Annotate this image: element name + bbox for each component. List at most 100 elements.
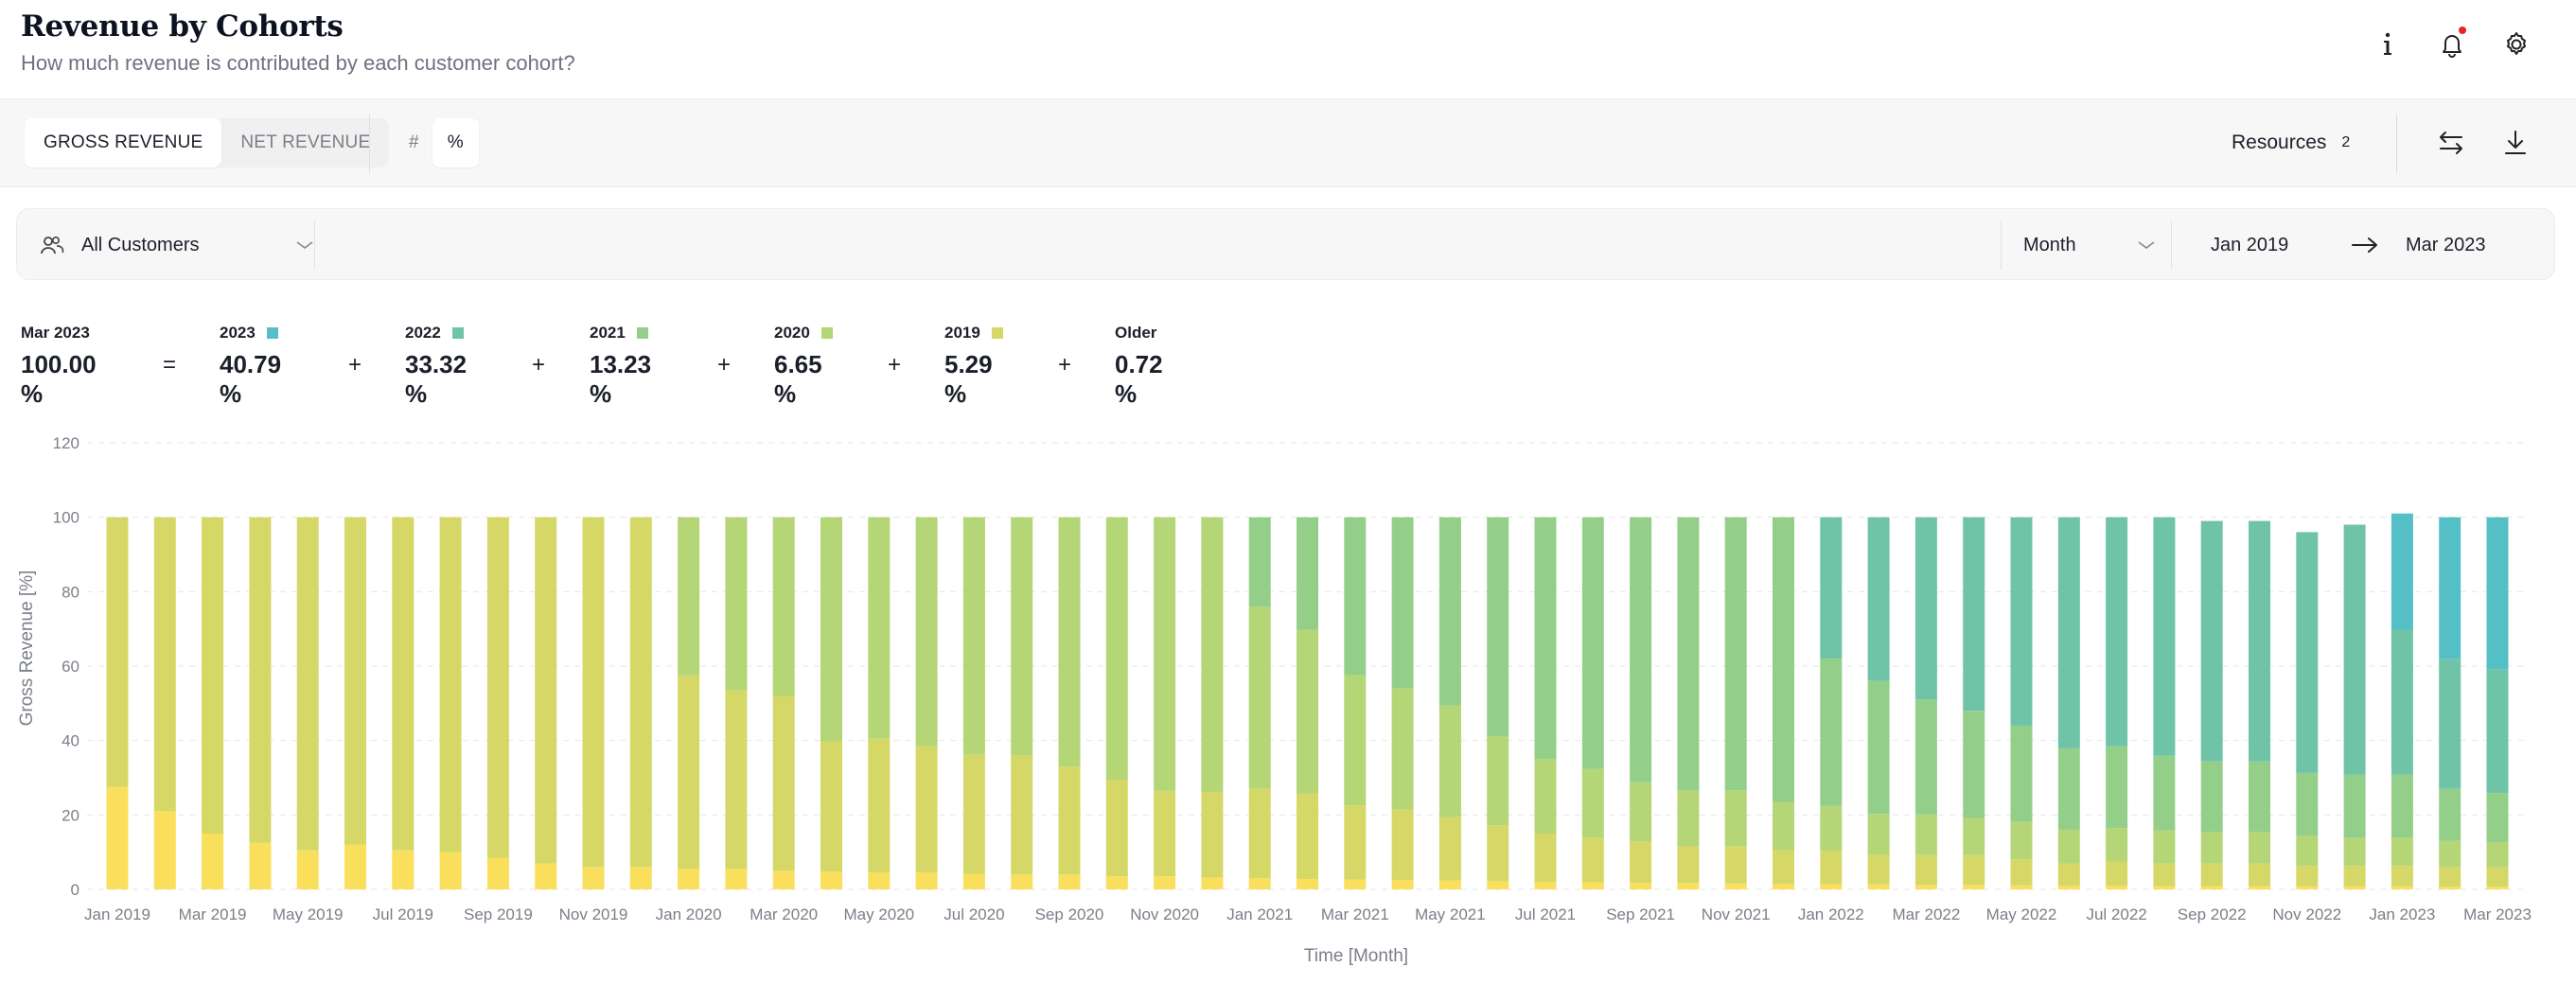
bar-segment[interactable] (2486, 793, 2509, 843)
bar-segment[interactable] (1724, 846, 1747, 884)
bar-segment[interactable] (1724, 517, 1747, 791)
bar-segment[interactable] (772, 695, 795, 871)
bar-segment[interactable] (1438, 817, 1461, 881)
bar-segment[interactable] (1391, 517, 1414, 689)
bar-segment[interactable] (629, 867, 652, 889)
bar-segment[interactable] (1297, 629, 1318, 794)
bar-segment[interactable] (249, 842, 272, 889)
bar-segment[interactable] (1391, 809, 1414, 881)
bar-segment[interactable] (2057, 830, 2080, 864)
bell-icon[interactable] (2430, 23, 2474, 66)
bar-segment[interactable] (535, 863, 557, 889)
bar-segment[interactable] (2153, 517, 2176, 756)
bar-segment[interactable] (1438, 517, 1461, 706)
bar-segment[interactable] (1867, 854, 1890, 885)
bar-segment[interactable] (486, 517, 509, 858)
bar-segment[interactable] (2296, 532, 2319, 773)
bar-segment[interactable] (2391, 629, 2413, 775)
bar-segment[interactable] (582, 867, 605, 889)
bar-segment[interactable] (2343, 886, 2366, 889)
bar-segment[interactable] (2391, 774, 2413, 838)
bar-segment[interactable] (2439, 659, 2461, 789)
bar-segment[interactable] (2153, 755, 2176, 831)
bar-segment[interactable] (962, 517, 985, 755)
bar-segment[interactable] (1011, 874, 1033, 889)
bar-segment[interactable] (2153, 886, 2176, 889)
bar-segment[interactable] (1820, 805, 1843, 852)
bar-segment[interactable] (1011, 755, 1033, 875)
bar-segment[interactable] (1820, 884, 1843, 889)
bar-segment[interactable] (1105, 779, 1128, 877)
bar-segment[interactable] (2296, 835, 2319, 867)
bar-segment[interactable] (1914, 854, 1937, 886)
bar-segment[interactable] (1105, 517, 1128, 780)
swap-icon[interactable] (2430, 122, 2472, 164)
bar-segment[interactable] (1248, 788, 1271, 879)
bar-segment[interactable] (1391, 688, 1414, 810)
bar-segment[interactable] (1677, 845, 1700, 884)
bar-segment[interactable] (1677, 789, 1700, 846)
bar-segment[interactable] (1248, 878, 1271, 889)
bar-segment[interactable] (439, 517, 462, 852)
bar-segment[interactable] (1820, 851, 1843, 885)
bar-segment[interactable] (202, 834, 224, 889)
bar-segment[interactable] (2010, 885, 2033, 889)
date-to-input[interactable]: Mar 2023 (2406, 209, 2486, 281)
bar-segment[interactable] (1820, 517, 1843, 659)
bar-segment[interactable] (868, 738, 891, 873)
bar-segment[interactable] (2010, 517, 2033, 726)
bar-segment[interactable] (2153, 863, 2176, 887)
bar-segment[interactable] (1058, 874, 1081, 889)
date-from-input[interactable]: Jan 2019 (2211, 209, 2288, 281)
bar-segment[interactable] (2486, 867, 2509, 887)
bar-segment[interactable] (678, 675, 700, 870)
bar-segment[interactable] (1248, 606, 1271, 789)
bar-segment[interactable] (2200, 520, 2223, 762)
bar-segment[interactable] (1297, 793, 1318, 879)
bar-segment[interactable] (1914, 517, 1937, 700)
bar-segment[interactable] (1438, 705, 1461, 817)
bar-segment[interactable] (725, 517, 748, 691)
bar-segment[interactable] (1534, 759, 1557, 834)
bar-segment[interactable] (1344, 517, 1367, 676)
bar-segment[interactable] (439, 852, 462, 889)
bar-segment[interactable] (1534, 834, 1557, 883)
bar-segment[interactable] (1581, 882, 1604, 889)
bar-segment[interactable] (2106, 886, 2128, 889)
bar-segment[interactable] (1773, 884, 1794, 889)
bar-segment[interactable] (962, 754, 985, 874)
bar-segment[interactable] (486, 857, 509, 889)
bar-segment[interactable] (1867, 814, 1890, 855)
bar-segment[interactable] (2249, 832, 2270, 864)
bar-segment[interactable] (1963, 817, 1985, 855)
bar-segment[interactable] (2343, 774, 2366, 838)
bar-segment[interactable] (2439, 788, 2461, 841)
download-icon[interactable] (2495, 122, 2536, 164)
bar-segment[interactable] (2057, 886, 2080, 889)
bar-segment[interactable] (1867, 517, 1890, 681)
bar-segment[interactable] (2343, 837, 2366, 867)
tab-net-revenue[interactable]: NET REVENUE (240, 132, 371, 152)
bar-segment[interactable] (1011, 517, 1033, 756)
bar-segment[interactable] (2106, 828, 2128, 862)
bar-segment[interactable] (1867, 884, 1890, 889)
bar-segment[interactable] (1344, 879, 1367, 889)
bar-segment[interactable] (2439, 887, 2461, 889)
bar-segment[interactable] (2249, 886, 2270, 889)
bar-segment[interactable] (2106, 517, 2128, 747)
bar-segment[interactable] (1581, 768, 1604, 838)
bar-segment[interactable] (725, 690, 748, 870)
bar-segment[interactable] (2106, 746, 2128, 829)
bar-segment[interactable] (1773, 517, 1794, 802)
bar-segment[interactable] (2296, 886, 2319, 889)
bar-segment[interactable] (1487, 825, 1509, 882)
bar-segment[interactable] (1058, 517, 1081, 767)
bar-segment[interactable] (535, 517, 557, 864)
bar-segment[interactable] (2200, 832, 2223, 864)
bar-segment[interactable] (1963, 517, 1985, 712)
tab-percent[interactable]: % (432, 118, 479, 167)
bar-segment[interactable] (1677, 883, 1700, 889)
bar-segment[interactable] (2343, 866, 2366, 887)
bar-segment[interactable] (772, 870, 795, 889)
bar-segment[interactable] (344, 517, 366, 845)
